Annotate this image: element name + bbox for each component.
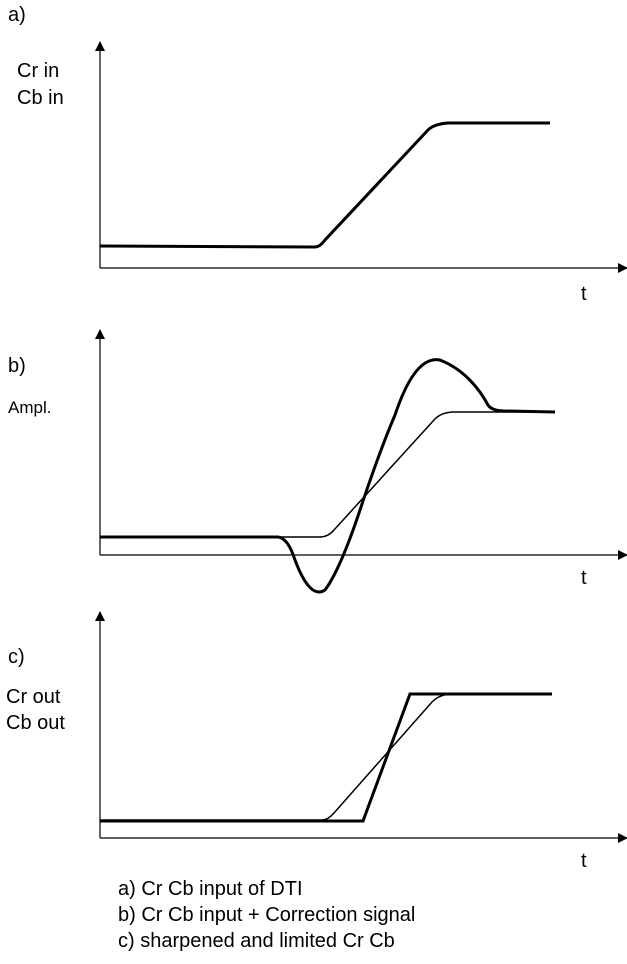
panel-a-tag: a) [8, 4, 26, 26]
panel-a-input-signal [99, 121, 550, 249]
panel-b [95, 329, 627, 594]
panel-b-corrected-signal [100, 358, 556, 594]
panel-c-ylabel-2: Cb out [6, 712, 65, 734]
panel-c-input-signal [100, 693, 552, 821]
panel-a-ylabel-2: Cb in [17, 87, 64, 109]
panel-c-output-signal [100, 692, 552, 823]
caption-a: a) Cr Cb input of DTI [118, 878, 303, 900]
panel-b-tag: b) [8, 355, 26, 377]
panel-c-ylabel-1: Cr out [6, 686, 61, 708]
panel-c [95, 611, 627, 843]
panel-a-ylabel-1: Cr in [17, 60, 60, 82]
caption-c: c) sharpened and limited Cr Cb [118, 930, 395, 952]
panel-c-tag: c) [8, 646, 25, 668]
panel-a [95, 41, 627, 273]
panel-a-xlabel: t [581, 283, 587, 305]
panel-b-xlabel: t [581, 567, 587, 589]
panel-c-xlabel: t [581, 850, 587, 872]
panel-b-input-signal [100, 411, 555, 538]
caption-b: b) Cr Cb input + Correction signal [118, 904, 416, 926]
panel-b-ylabel: Ampl. [8, 398, 52, 417]
